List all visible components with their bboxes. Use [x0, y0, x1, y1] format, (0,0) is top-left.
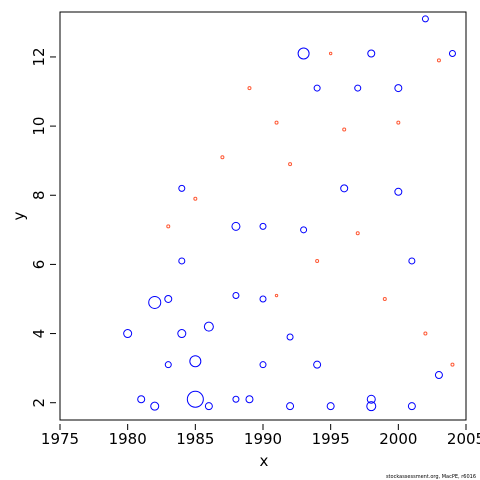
data-point [274, 120, 279, 125]
data-point [245, 395, 254, 404]
data-point [164, 361, 172, 369]
data-point [186, 390, 204, 408]
data-point [423, 331, 428, 336]
data-point [367, 49, 376, 58]
data-point [326, 402, 335, 411]
data-point [315, 258, 320, 263]
data-point [164, 294, 173, 303]
data-point [137, 395, 146, 404]
data-point [166, 224, 171, 229]
x-tick-label: 1995 [312, 430, 350, 448]
plot-frame [59, 11, 467, 421]
data-point [178, 257, 186, 265]
x-tick-label: 1975 [41, 430, 79, 448]
data-point [300, 226, 308, 234]
y-tick-label: 12 [30, 47, 48, 66]
data-point [407, 402, 416, 411]
data-point [297, 47, 310, 60]
data-point [123, 329, 133, 339]
data-point [288, 162, 293, 167]
data-point [286, 402, 295, 411]
footnote: stockassessment.org, MacPE, r6016 [386, 474, 476, 480]
data-point [436, 58, 441, 63]
y-tick-label: 10 [30, 117, 48, 136]
data-point [366, 401, 377, 412]
data-point [396, 120, 401, 125]
x-tick-label: 1980 [109, 430, 147, 448]
data-point [382, 296, 387, 301]
data-point [354, 84, 362, 92]
data-point [247, 86, 252, 91]
x-tick-label: 1990 [244, 430, 282, 448]
y-tick-label: 2 [30, 398, 48, 408]
data-point [148, 295, 162, 309]
y-tick-label: 4 [30, 329, 48, 339]
data-point [274, 293, 279, 298]
x-tick-label: 2000 [379, 430, 417, 448]
x-tick-label: 2005 [447, 430, 480, 448]
x-axis-title: x [260, 452, 269, 470]
data-point [259, 295, 267, 303]
data-point [193, 196, 198, 201]
data-point [421, 15, 429, 23]
data-point [313, 84, 321, 92]
data-point [203, 321, 214, 332]
data-point [394, 84, 403, 93]
data-point [328, 51, 333, 56]
data-point [340, 184, 349, 193]
data-point [189, 355, 202, 368]
y-tick-label: 6 [30, 260, 48, 270]
data-point [355, 231, 360, 236]
data-point [408, 257, 416, 265]
y-axis-title: y [10, 211, 28, 220]
data-point [366, 394, 376, 404]
data-point [204, 402, 213, 411]
data-point [286, 333, 294, 341]
data-point [450, 362, 455, 367]
x-tick-label: 1985 [176, 430, 214, 448]
data-point [232, 292, 240, 300]
data-point [259, 222, 267, 230]
data-point [394, 187, 403, 196]
data-point [220, 155, 225, 160]
data-point [313, 360, 322, 369]
data-point [231, 221, 241, 231]
data-point [448, 49, 456, 57]
data-point [178, 184, 186, 192]
data-point [150, 401, 160, 411]
chart-axes: 1975 1980 1985 1990 1995 2000 2005 2 4 6 8 10 12 [30, 11, 480, 448]
data-point [259, 361, 267, 369]
data-point [434, 371, 443, 380]
y-tick-label: 8 [30, 190, 48, 200]
chart-marks [123, 15, 456, 412]
data-point [232, 395, 240, 403]
data-point [177, 329, 187, 339]
data-point [342, 127, 347, 132]
